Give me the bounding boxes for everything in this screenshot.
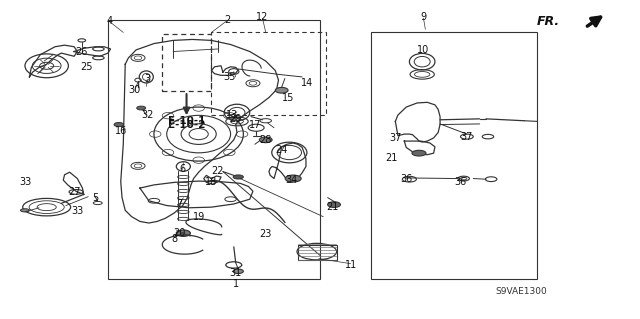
Ellipse shape (233, 269, 243, 273)
Ellipse shape (412, 150, 426, 156)
Text: 24: 24 (275, 145, 288, 155)
Ellipse shape (137, 106, 146, 110)
Text: 37: 37 (389, 133, 401, 143)
Ellipse shape (114, 122, 124, 127)
Text: 2: 2 (224, 15, 230, 25)
Text: 1: 1 (233, 279, 239, 289)
Ellipse shape (275, 87, 288, 93)
Text: 26: 26 (76, 47, 88, 56)
Text: 34: 34 (285, 175, 298, 185)
Text: 3: 3 (145, 73, 150, 84)
Bar (108, 20, 320, 278)
Text: 18: 18 (205, 177, 218, 187)
Text: 21: 21 (326, 202, 339, 212)
Text: 8: 8 (172, 234, 177, 244)
Bar (371, 33, 537, 278)
Text: 32: 32 (141, 110, 154, 120)
Ellipse shape (285, 175, 301, 182)
Text: 35: 35 (223, 72, 236, 82)
Ellipse shape (259, 137, 272, 143)
Text: 6: 6 (180, 164, 186, 174)
Text: 25: 25 (81, 63, 93, 72)
Text: 9: 9 (420, 12, 426, 22)
Text: 5: 5 (92, 193, 99, 203)
Bar (298, 245, 337, 260)
Text: 12: 12 (257, 12, 269, 22)
Ellipse shape (20, 209, 29, 212)
Bar (211, 33, 326, 115)
Text: 33: 33 (19, 177, 31, 187)
Text: 16: 16 (115, 126, 127, 136)
Text: 14: 14 (301, 78, 314, 88)
Text: 36: 36 (400, 174, 412, 183)
Text: 30: 30 (129, 85, 141, 95)
Bar (162, 34, 211, 91)
Text: 31: 31 (230, 268, 242, 278)
Ellipse shape (176, 230, 190, 236)
Text: 19: 19 (193, 212, 205, 222)
Text: 37: 37 (461, 132, 473, 142)
Text: 10: 10 (417, 45, 429, 55)
Text: FR.: FR. (536, 15, 559, 28)
Text: 7: 7 (177, 199, 182, 209)
Text: 4: 4 (106, 16, 113, 26)
Text: 17: 17 (249, 120, 261, 130)
Text: 22: 22 (212, 166, 224, 176)
Ellipse shape (328, 202, 340, 207)
Text: 13: 13 (226, 110, 238, 120)
Text: 36: 36 (454, 177, 467, 187)
Text: E-10-2: E-10-2 (168, 120, 205, 130)
Text: 28: 28 (259, 136, 271, 145)
Text: E-10-1: E-10-1 (168, 115, 205, 125)
Ellipse shape (233, 175, 243, 179)
Text: 20: 20 (173, 227, 186, 238)
Text: S9VAE1300: S9VAE1300 (495, 287, 547, 296)
Text: 27: 27 (68, 187, 81, 197)
Text: 29: 29 (230, 114, 242, 124)
Text: 21: 21 (385, 153, 397, 163)
Text: 15: 15 (282, 93, 294, 103)
Text: 11: 11 (344, 260, 356, 270)
Text: 33: 33 (71, 206, 83, 216)
Text: 23: 23 (260, 229, 272, 239)
